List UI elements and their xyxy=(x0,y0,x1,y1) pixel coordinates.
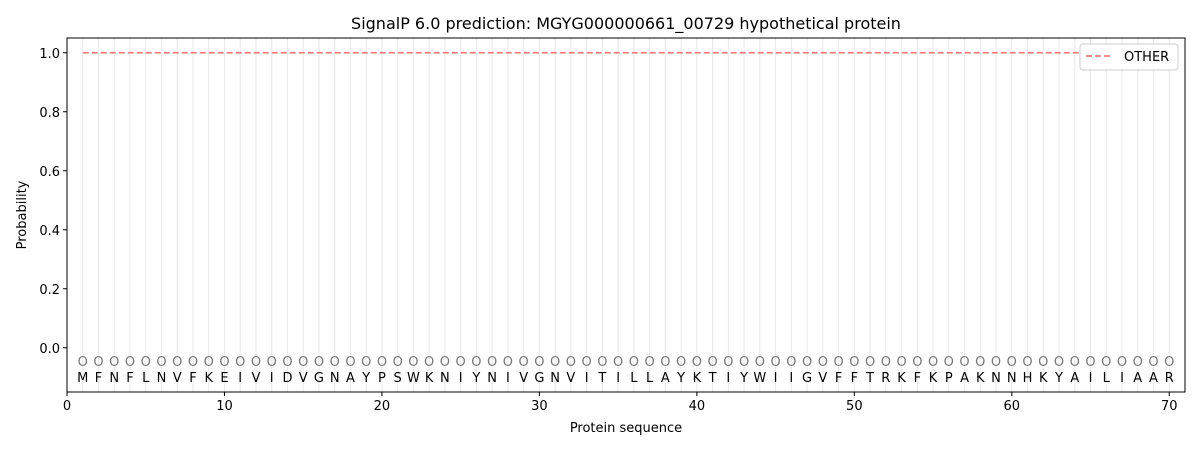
y-tick-label: 0.4 xyxy=(39,224,60,239)
x-tick-label: 50 xyxy=(846,399,863,414)
y-tick-label: 0.2 xyxy=(39,283,60,298)
plot-frame xyxy=(66,37,1186,393)
x-axis-label: Protein sequence xyxy=(570,421,682,436)
legend: OTHER xyxy=(1079,43,1179,71)
x-tick-label: 0 xyxy=(63,399,71,414)
region-labels-row: OOOOOOOOOOOOOOOOOOOOOOOOOOOOOOOOOOOOOOOO… xyxy=(78,355,1175,370)
y-axis-label: Probability xyxy=(15,180,30,249)
chart-title: SignalP 6.0 prediction: MGYG000000661_00… xyxy=(351,14,901,34)
x-tick-label: 30 xyxy=(531,399,548,414)
x-tick-label: 20 xyxy=(374,399,391,414)
y-tick-label: 0.8 xyxy=(39,106,60,121)
x-tick-label: 10 xyxy=(216,399,233,414)
x-tick-label: 40 xyxy=(689,399,706,414)
x-tick-label: 70 xyxy=(1161,399,1178,414)
y-tick-label: 1.0 xyxy=(39,47,60,62)
legend-label-other: OTHER xyxy=(1124,50,1169,65)
sequence-residues-row: MFNFLNVFKEIVIDVGNAYPSWKNIYNIVGNVITILLAYK… xyxy=(77,371,1174,386)
y-tick-label: 0.6 xyxy=(39,165,60,180)
y-tick-label: 0.0 xyxy=(39,342,60,357)
x-tick-label: 60 xyxy=(1004,399,1021,414)
